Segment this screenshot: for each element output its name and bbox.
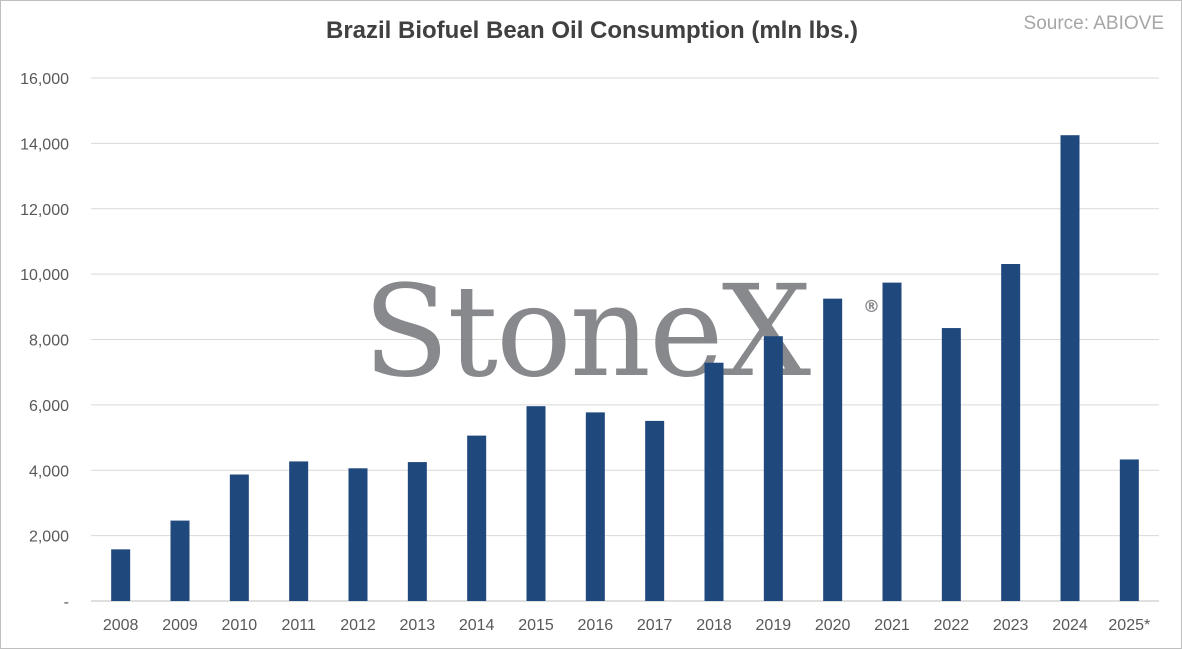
x-tick-label: 2016 [578, 617, 614, 634]
bar-2013 [407, 462, 427, 601]
bar-2025-est [1119, 459, 1139, 601]
x-tick-label: 2017 [637, 617, 673, 634]
bar-2010 [229, 474, 249, 601]
bar-2015 [526, 406, 546, 601]
bar-2023 [1001, 263, 1021, 601]
y-tick-label: 2,000 [29, 529, 69, 546]
x-tick-label: 2010 [222, 617, 258, 634]
x-tick-label: 2012 [340, 617, 376, 634]
y-tick-label: 10,000 [20, 267, 69, 284]
x-tick-label: 2018 [696, 617, 732, 634]
bar-2014 [467, 435, 487, 601]
x-axis-ticks: 2008 2009 2010 2011 2012 2013 2014 2015 2016 2017… [103, 617, 1150, 634]
y-tick-label: 6,000 [29, 398, 69, 415]
bar-2009 [170, 520, 190, 601]
y-tick-label: 12,000 [20, 202, 69, 219]
y-axis-ticks: - 2,000 4,000 6,000 8,000 10,000 12,000 14,000 1… [20, 71, 69, 611]
bar-2024 [1060, 135, 1080, 601]
y-tick-label: 4,000 [29, 463, 69, 480]
gridlines [91, 77, 1159, 602]
x-tick-label: 2022 [934, 617, 970, 634]
y-tick-label: 14,000 [20, 136, 69, 153]
bar-series [111, 135, 1139, 601]
y-tick-label: - [64, 594, 69, 611]
bar-2021 [882, 282, 902, 601]
x-tick-label: 2014 [459, 617, 495, 634]
bar-2019 [763, 336, 783, 601]
chart-title: Brazil Biofuel Bean Oil Consumption (mln… [325, 17, 859, 44]
x-tick-label: 2011 [281, 617, 316, 634]
x-tick-label: 2021 [874, 617, 910, 634]
x-tick-label: 2024 [1052, 617, 1088, 634]
y-tick-label: 16,000 [20, 71, 69, 88]
x-tick-label: 2025* [1108, 617, 1150, 634]
bar-2012 [348, 468, 368, 601]
y-tick-label: 8,000 [29, 333, 69, 350]
registered-mark-icon: ® [863, 297, 880, 317]
x-tick-label: 2023 [993, 617, 1029, 634]
bar-2016 [585, 412, 605, 601]
x-tick-label: 2008 [103, 617, 139, 634]
source-note: Source: ABIOVE [1023, 13, 1164, 34]
bar-2018 [704, 362, 724, 601]
x-tick-label: 2019 [756, 617, 792, 634]
x-tick-label: 2009 [162, 617, 198, 634]
x-tick-label: 2013 [400, 617, 436, 634]
bar-2011 [289, 461, 309, 601]
x-tick-label: 2020 [815, 617, 851, 634]
bar-2017 [645, 420, 665, 601]
bar-2020 [823, 298, 843, 601]
bar-2008 [111, 549, 131, 601]
bar-2022 [941, 328, 961, 601]
stonex-watermark: StoneX [363, 258, 811, 405]
x-tick-label: 2015 [518, 617, 554, 634]
